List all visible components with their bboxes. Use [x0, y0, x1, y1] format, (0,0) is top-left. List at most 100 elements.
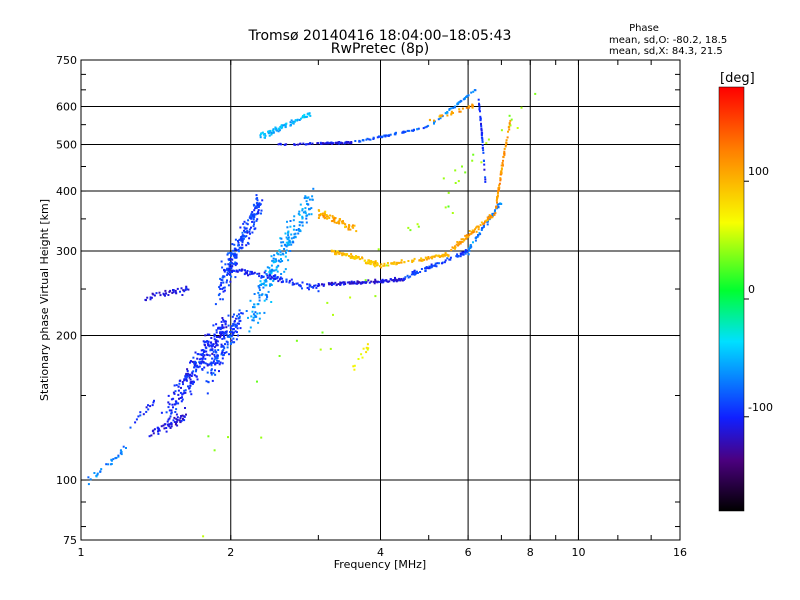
data-point: [184, 374, 187, 377]
data-point: [220, 320, 223, 323]
data-point: [226, 279, 228, 282]
data-point: [333, 219, 335, 222]
data-point: [231, 271, 233, 273]
data-point: [200, 353, 203, 356]
data-point: [331, 215, 334, 218]
y-tick-label: 300: [56, 245, 77, 258]
data-point: [238, 250, 240, 253]
data-point: [353, 368, 356, 371]
data-point: [496, 201, 498, 204]
data-point: [470, 91, 473, 94]
data-point: [338, 251, 341, 254]
data-point: [483, 160, 485, 162]
data-point: [409, 275, 412, 278]
data-point: [220, 331, 223, 334]
data-point: [379, 265, 381, 268]
data-point: [402, 277, 405, 280]
data-point: [470, 232, 473, 235]
data-point: [215, 344, 218, 347]
data-point: [394, 276, 396, 279]
data-point: [230, 342, 232, 345]
data-point: [216, 340, 219, 343]
data-point: [368, 259, 371, 262]
data-point: [135, 418, 138, 421]
data-point: [204, 340, 207, 343]
data-point: [383, 262, 386, 265]
data-point: [208, 345, 211, 348]
data-point: [520, 106, 523, 109]
data-point: [465, 237, 468, 240]
data-point: [400, 278, 402, 281]
data-point: [234, 261, 237, 264]
data-point: [441, 114, 444, 117]
data-point: [258, 294, 261, 297]
data-point: [499, 173, 502, 176]
data-point: [181, 393, 184, 396]
data-point: [352, 226, 355, 229]
data-point: [206, 342, 209, 345]
data-point: [215, 339, 218, 342]
data-point: [225, 326, 228, 329]
data-point: [480, 131, 483, 134]
data-point: [271, 276, 274, 279]
data-point: [230, 339, 233, 342]
data-point: [380, 135, 383, 138]
data-point: [257, 285, 260, 288]
data-point: [496, 194, 499, 197]
data-point: [293, 283, 296, 286]
data-point: [240, 236, 243, 238]
data-point: [386, 264, 388, 267]
data-point: [342, 283, 345, 286]
data-point: [298, 119, 301, 121]
data-point: [155, 292, 158, 295]
data-point: [200, 349, 203, 352]
data-point: [223, 335, 225, 338]
data-point: [444, 206, 447, 209]
data-point: [220, 345, 223, 348]
data-point: [348, 255, 350, 257]
data-point: [310, 207, 313, 210]
data-point: [255, 205, 258, 208]
data-point: [406, 129, 409, 132]
data-point: [301, 281, 304, 284]
data-point: [228, 265, 231, 268]
data-point: [279, 237, 282, 240]
data-point: [245, 310, 248, 312]
data-point: [300, 221, 303, 224]
data-point: [254, 213, 257, 216]
data-point: [292, 122, 295, 125]
data-point: [344, 141, 347, 144]
data-point: [297, 232, 300, 235]
data-point: [240, 238, 243, 241]
data-point: [242, 234, 245, 237]
data-point: [215, 357, 218, 360]
data-point: [183, 415, 186, 418]
data-point: [321, 283, 324, 286]
data-point: [219, 335, 221, 338]
data-point: [430, 263, 433, 266]
data-point: [238, 315, 241, 318]
data-point: [496, 196, 499, 199]
data-point: [431, 255, 433, 258]
data-point: [288, 240, 291, 243]
data-point: [297, 228, 300, 230]
data-point: [233, 320, 236, 322]
data-point: [205, 347, 208, 350]
data-point: [257, 210, 260, 213]
data-point: [478, 103, 481, 106]
data-point: [347, 141, 350, 143]
data-point: [213, 449, 216, 452]
data-point: [165, 411, 168, 414]
data-point: [202, 355, 205, 358]
data-point: [384, 279, 387, 282]
data-point: [180, 287, 183, 290]
data-point: [382, 264, 385, 267]
data-point: [481, 141, 484, 143]
data-point: [256, 199, 259, 202]
data-point: [234, 255, 237, 258]
data-point: [485, 219, 488, 222]
data-point: [247, 316, 249, 319]
data-point: [480, 133, 483, 136]
data-point: [279, 250, 282, 253]
data-point: [500, 172, 502, 175]
